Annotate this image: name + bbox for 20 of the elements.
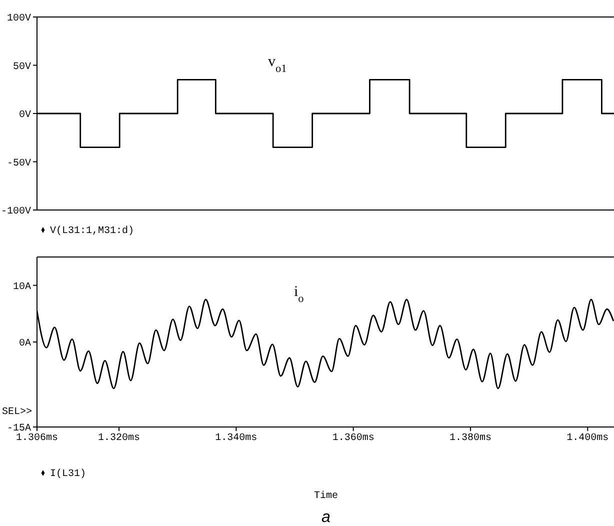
y-tick-label: 100V xyxy=(6,14,31,25)
text: a xyxy=(322,509,331,526)
y-tick-label: -50V xyxy=(6,158,31,170)
y-tick-label: 50V xyxy=(12,62,31,73)
y-tick-label: 0A xyxy=(18,338,31,350)
x-tick-label: 1.360ms xyxy=(332,433,374,444)
text: SEL>> xyxy=(2,407,32,418)
legend-label: V(L31:1,M31:d) xyxy=(50,226,134,237)
x-tick-label: 1.400ms xyxy=(566,433,609,444)
x-tick-label: 1.306ms xyxy=(16,433,58,444)
x-tick-label: 1.320ms xyxy=(98,433,140,444)
y-tick-label: -100V xyxy=(0,206,31,218)
annotation: v$_{o1}$ xyxy=(268,54,287,75)
annotation: i$_{o}$ xyxy=(294,284,304,305)
x-axis-title: Time xyxy=(314,490,338,502)
y-tick-label: 0V xyxy=(18,110,31,122)
legend-label: I(L31) xyxy=(50,469,86,480)
y-tick-label: 10A xyxy=(12,282,31,293)
x-tick-label: 1.340ms xyxy=(215,433,258,444)
x-tick-label: 1.380ms xyxy=(449,433,492,444)
